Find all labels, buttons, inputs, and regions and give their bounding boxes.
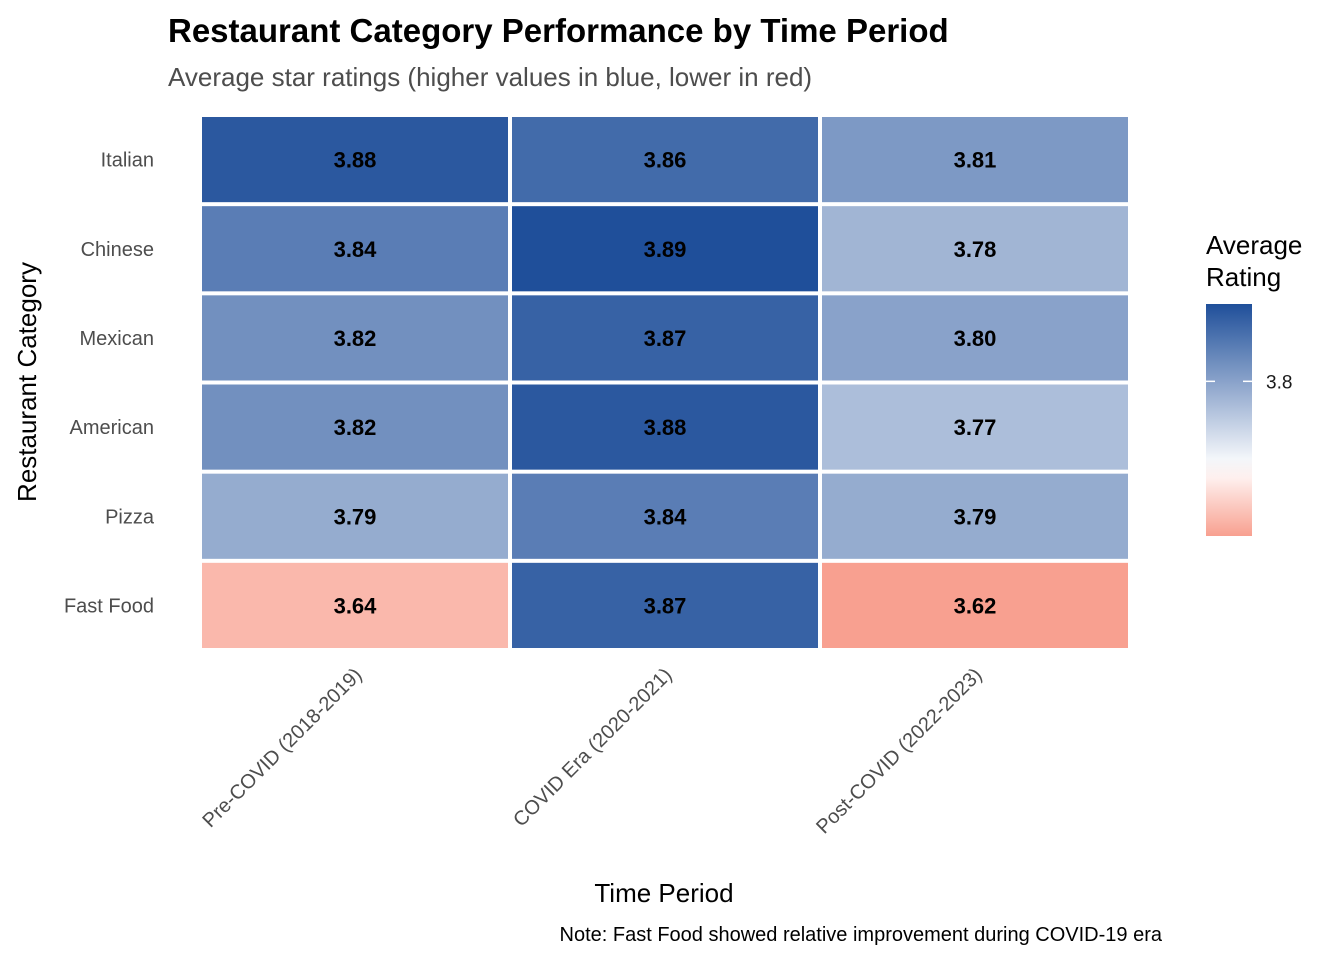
heatmap-cell xyxy=(512,384,818,470)
cell-value-label: 3.64 xyxy=(334,593,378,618)
chart-caption: Note: Fast Food showed relative improvem… xyxy=(560,924,1163,946)
y-axis-tick-labels: Italian Chinese Mexican American Pizza Fast F… xyxy=(64,150,155,618)
heatmap-cell xyxy=(822,206,1128,292)
cell-value-label: 3.82 xyxy=(334,415,377,440)
chart-title: Restaurant Category Performance by Time … xyxy=(168,12,949,49)
y-tick-label: Chinese xyxy=(81,239,154,261)
heatmap-cell xyxy=(512,206,818,292)
heatmap-cell xyxy=(202,473,508,559)
heatmap-cell xyxy=(202,295,508,381)
heatmap-cell xyxy=(822,562,1128,648)
heatmap-cell xyxy=(822,473,1128,559)
legend-ticks: 3.8 xyxy=(1206,372,1292,393)
x-tick-label: Post-COVID (2022-2023) xyxy=(812,664,986,838)
cell-value-label: 3.86 xyxy=(644,148,687,173)
cell-value-label: 3.62 xyxy=(954,593,997,618)
x-tick-label: COVID Era (2020-2021) xyxy=(509,664,676,831)
cell-value-label: 3.88 xyxy=(644,415,687,440)
heatmap-cell xyxy=(202,206,508,292)
heatmap-cell xyxy=(822,117,1128,203)
heatmap-cell xyxy=(512,473,818,559)
y-axis-title: Restaurant Category xyxy=(12,262,42,502)
cell-value-label: 3.81 xyxy=(954,148,997,173)
x-axis-tick-labels: Pre-COVID (2018-2019) COVID Era (2020-202… xyxy=(198,664,986,838)
y-tick-label: Pizza xyxy=(105,506,155,528)
y-tick-label: American xyxy=(70,417,154,439)
cell-value-label: 3.79 xyxy=(334,504,377,529)
cell-value-label: 3.84 xyxy=(644,504,688,529)
cell-value-label: 3.79 xyxy=(954,504,997,529)
heatmap-cell xyxy=(512,295,818,381)
heatmap-cell xyxy=(202,384,508,470)
heatmap-cell xyxy=(822,384,1128,470)
legend-title-line-2: Rating xyxy=(1206,262,1281,292)
x-tick-label: Pre-COVID (2018-2019) xyxy=(198,664,366,832)
cell-value-label: 3.78 xyxy=(954,237,997,262)
heatmap-cell xyxy=(512,562,818,648)
x-axis-title: Time Period xyxy=(594,878,733,908)
legend-colorbar xyxy=(1206,304,1252,536)
heatmap-cell-labels: 3.88 3.86 3.81 3.84 3.89 3.78 3.82 3.87 3.80 3.82… xyxy=(334,148,997,619)
legend-tick-label: 3.8 xyxy=(1266,372,1292,393)
cell-value-label: 3.89 xyxy=(644,237,687,262)
cell-value-label: 3.80 xyxy=(954,326,997,351)
legend-title-line-1: Average xyxy=(1206,230,1302,260)
heatmap-cells xyxy=(202,117,1128,648)
cell-value-label: 3.77 xyxy=(954,415,997,440)
chart-subtitle: Average star ratings (higher values in b… xyxy=(168,62,812,92)
y-tick-label: Mexican xyxy=(80,328,154,350)
heatmap-cell xyxy=(202,117,508,203)
heatmap-cell xyxy=(202,562,508,648)
cell-value-label: 3.87 xyxy=(644,326,687,351)
cell-value-label: 3.84 xyxy=(334,237,378,262)
cell-value-label: 3.88 xyxy=(334,148,377,173)
legend: Average Rating 3.8 xyxy=(1206,230,1302,536)
cell-value-label: 3.87 xyxy=(644,593,687,618)
heatmap-cell xyxy=(822,295,1128,381)
y-tick-label: Italian xyxy=(101,150,154,172)
cell-value-label: 3.82 xyxy=(334,326,377,351)
heatmap-cell xyxy=(512,117,818,203)
y-tick-label: Fast Food xyxy=(64,595,154,617)
